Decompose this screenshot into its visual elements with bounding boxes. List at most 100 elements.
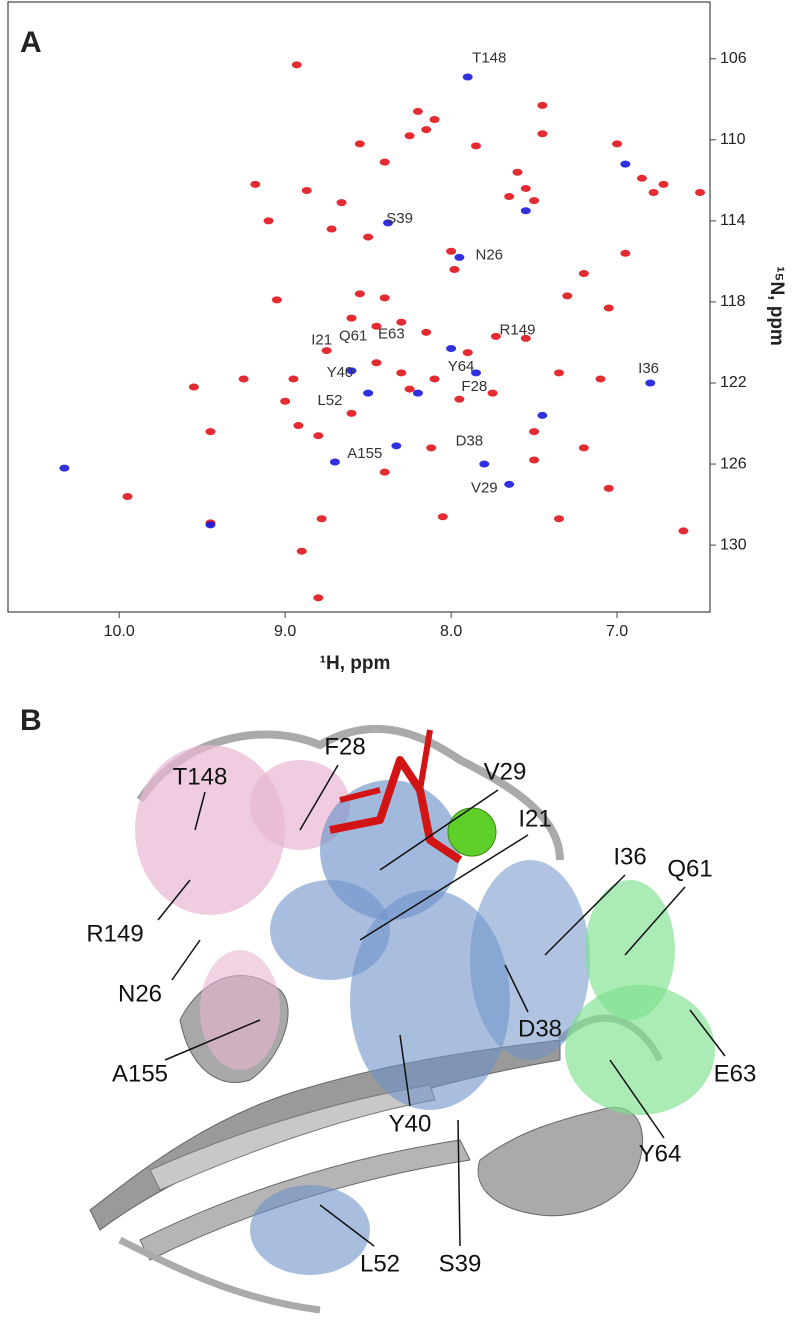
peak bbox=[562, 292, 573, 300]
leader-line bbox=[689, 1009, 726, 1057]
leader-line bbox=[544, 874, 626, 956]
residue-label: R149 bbox=[86, 920, 143, 947]
peak-label: A155 bbox=[347, 445, 382, 462]
peak bbox=[603, 484, 614, 492]
peak bbox=[504, 193, 515, 201]
panel-label: B bbox=[20, 704, 42, 737]
peak bbox=[421, 328, 432, 336]
peak-label: I21 bbox=[311, 331, 332, 348]
peaks bbox=[59, 61, 706, 602]
peak bbox=[404, 385, 415, 393]
peak-label: R149 bbox=[500, 321, 536, 338]
peak bbox=[454, 395, 465, 403]
peak bbox=[313, 594, 324, 602]
residue-label: T148 bbox=[173, 763, 228, 790]
peak bbox=[578, 270, 589, 278]
peak bbox=[321, 347, 332, 355]
plot-frame bbox=[7, 1, 711, 613]
residue-label: Y40 bbox=[389, 1110, 432, 1137]
residue-label: A155 bbox=[112, 1060, 168, 1087]
peak bbox=[553, 515, 564, 523]
peak bbox=[678, 527, 689, 535]
residue-label: L52 bbox=[360, 1250, 400, 1277]
peak bbox=[620, 160, 631, 168]
peak bbox=[520, 207, 531, 215]
y-tick-label: 114 bbox=[720, 212, 746, 229]
peak bbox=[271, 296, 282, 304]
peak-label: D38 bbox=[456, 433, 484, 450]
residue-label: Y64 bbox=[639, 1140, 682, 1167]
peak bbox=[603, 304, 614, 312]
peak bbox=[620, 249, 631, 257]
peak bbox=[59, 464, 70, 472]
leader-line bbox=[299, 764, 339, 831]
peak bbox=[636, 174, 647, 182]
peak-label: S39 bbox=[386, 210, 413, 227]
peak bbox=[383, 219, 394, 227]
peak bbox=[371, 359, 382, 367]
x-axis-title: ¹H, ppm bbox=[320, 653, 391, 674]
residue-label: V29 bbox=[484, 758, 527, 785]
peak bbox=[280, 397, 291, 405]
peak bbox=[648, 188, 659, 196]
peak bbox=[658, 180, 669, 188]
leader-line bbox=[379, 789, 499, 871]
peak bbox=[291, 61, 302, 69]
y-tick-label: 110 bbox=[720, 131, 746, 148]
residue-label: E63 bbox=[714, 1060, 757, 1087]
residue-label: D38 bbox=[518, 1015, 562, 1042]
residue-label: I36 bbox=[613, 843, 646, 870]
peak bbox=[396, 318, 407, 326]
x-tick-label: 9.0 bbox=[274, 623, 296, 640]
peak bbox=[404, 132, 415, 140]
peak bbox=[288, 375, 299, 383]
peak bbox=[363, 389, 374, 397]
peak bbox=[122, 492, 133, 500]
peak bbox=[346, 409, 357, 417]
peak bbox=[205, 428, 216, 436]
peak bbox=[520, 184, 531, 192]
peak bbox=[396, 369, 407, 377]
y-tick-label: 126 bbox=[720, 455, 747, 472]
peak bbox=[346, 367, 357, 375]
peak bbox=[250, 180, 261, 188]
x-tick-label: 10.0 bbox=[104, 623, 135, 640]
peak bbox=[454, 253, 465, 261]
x-tick-label: 7.0 bbox=[606, 623, 628, 640]
residue-label: I21 bbox=[518, 805, 551, 832]
peak bbox=[471, 369, 481, 377]
x-tick-label: 8.0 bbox=[440, 623, 462, 640]
peak bbox=[479, 460, 490, 468]
peak bbox=[371, 322, 382, 330]
peak bbox=[421, 126, 432, 134]
peak bbox=[553, 369, 564, 377]
leader-line bbox=[164, 1019, 261, 1061]
peak-label: Y40 bbox=[327, 364, 354, 381]
peak bbox=[446, 345, 457, 353]
peak bbox=[205, 521, 216, 529]
peak bbox=[462, 349, 473, 357]
peak bbox=[293, 422, 304, 430]
leader-line bbox=[504, 964, 529, 1013]
residue-label: Q61 bbox=[667, 855, 712, 882]
leader-line bbox=[319, 1204, 375, 1247]
residue-label: N26 bbox=[118, 980, 162, 1007]
peak bbox=[529, 197, 540, 205]
peak bbox=[529, 456, 540, 464]
y-tick-label: 118 bbox=[720, 293, 746, 310]
peak bbox=[537, 411, 548, 419]
y-axis-title: ¹⁵N, ppm bbox=[766, 266, 787, 346]
peak bbox=[471, 142, 481, 150]
peak bbox=[363, 233, 374, 241]
peak bbox=[313, 432, 324, 440]
leader-line bbox=[171, 939, 201, 981]
peak bbox=[537, 101, 548, 109]
peak bbox=[578, 444, 589, 452]
peak bbox=[238, 375, 249, 383]
peak bbox=[537, 130, 548, 138]
peak bbox=[329, 458, 340, 466]
peak-label: N26 bbox=[476, 246, 504, 263]
peak bbox=[301, 186, 312, 194]
